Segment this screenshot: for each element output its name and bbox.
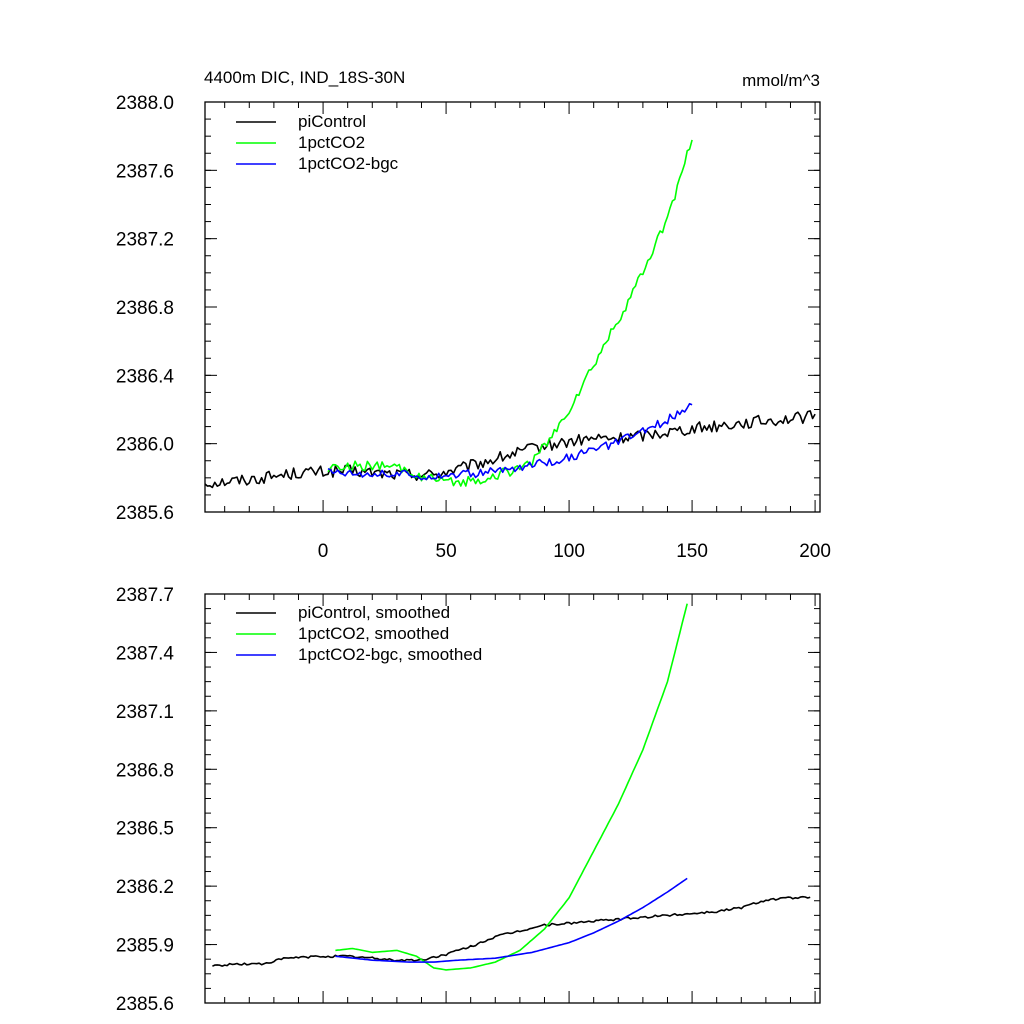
bottom-y-tick-label: 2385.9	[116, 936, 174, 957]
bottom-legend-label: piControl, smoothed	[298, 603, 450, 622]
bottom-y-tick-label: 2385.6	[116, 994, 174, 1015]
top-chart-panel: 4400m DIC, IND_18S-30N mmol/m^3 2385.623…	[116, 68, 831, 562]
top-x-tick-label: 100	[553, 541, 585, 562]
bottom-y-tick-label: 2386.8	[116, 760, 174, 781]
bottom-plot-frame	[204, 593, 821, 1004]
top-y-tick-label: 2388.0	[116, 93, 174, 114]
top-x-tick-label: 200	[799, 541, 831, 562]
top-legend: piControl 1pctCO2 1pctCO2-bgc	[236, 112, 399, 173]
top-series-line-picontrol	[204, 410, 816, 489]
top-x-tick-label: 150	[676, 541, 708, 562]
top-series-line-1pctco2	[327, 139, 693, 487]
top-y-tick-label: 2385.6	[116, 503, 174, 524]
top-legend-label: 1pctCO2-bgc	[298, 154, 399, 173]
top-y-tick-label: 2387.2	[116, 230, 174, 251]
bottom-legend-label: 1pctCO2-bgc, smoothed	[298, 645, 482, 664]
bottom-series-line-picontrol-smoothed	[212, 895, 811, 967]
top-series-lines	[204, 139, 816, 489]
bottom-y-tick-label: 2386.2	[116, 877, 174, 898]
top-x-tick-label: 0	[318, 541, 329, 562]
top-plot-frame	[204, 101, 821, 513]
top-legend-label: 1pctCO2	[298, 133, 365, 152]
top-y-tick-label: 2387.6	[116, 161, 174, 182]
top-x-tick-label: 50	[436, 541, 457, 562]
top-y-tick-labels: 2385.6 2386.0 2386.4 2386.8 2387.2 2387.6 2388…	[116, 93, 175, 524]
bottom-chart-panel: 2385.6 2385.9 2386.2 2386.5 2386.8 2387.1 2387…	[116, 585, 821, 1015]
top-y-tick-label: 2386.8	[116, 298, 174, 319]
units-label: mmol/m^3	[742, 71, 820, 90]
bottom-legend-label: 1pctCO2, smoothed	[298, 624, 449, 643]
bottom-series-line-1pctco2-bgc-smoothed	[335, 877, 688, 963]
top-y-tick-label: 2386.0	[116, 435, 174, 456]
bottom-series-lines	[212, 603, 811, 971]
top-series-line-1pctco2-bgc	[327, 402, 693, 481]
bottom-y-tick-label: 2386.5	[116, 819, 174, 840]
bottom-y-tick-label: 2387.4	[116, 643, 175, 664]
bottom-y-tick-labels: 2385.6 2385.9 2386.2 2386.5 2386.8 2387.1 2387…	[116, 585, 175, 1015]
bottom-y-tick-label: 2387.7	[116, 585, 174, 606]
chart-title: 4400m DIC, IND_18S-30N	[204, 68, 405, 87]
bottom-series-line-1pctco2-smoothed	[335, 603, 688, 971]
top-x-tick-labels: 0 50 100 150 200	[318, 541, 831, 562]
bottom-legend: piControl, smoothed 1pctCO2, smoothed 1pct…	[236, 603, 482, 664]
top-legend-label: piControl	[298, 112, 366, 131]
bottom-y-tick-label: 2387.1	[116, 702, 174, 723]
top-y-tick-label: 2386.4	[116, 366, 175, 387]
